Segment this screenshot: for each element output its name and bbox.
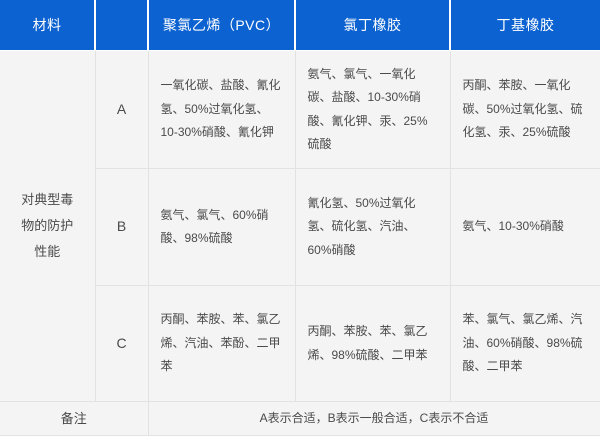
table-row: B 氨气、氯气、60%硝酸、98%硫酸 氰化氢、50%过氧化氢、硫化氢、汽油、6… [0, 168, 600, 286]
header-column-pvc: 聚氯乙烯（PVC） [148, 0, 296, 51]
cell-a-chloroprene-rubber: 氨气、氯气、一氧化碳、盐酸、10-30%硝酸、氰化钾、汞、25%硫酸 [295, 50, 451, 169]
cell-c-pvc: 丙酮、苯胺、苯、氯乙烯、汽油、苯酚、二甲苯 [148, 285, 296, 402]
cell-a-pvc: 一氧化碳、盐酸、氰化氢、50%过氧化氢、10-30%硝酸、氰化钾 [148, 50, 296, 169]
footer-label: 备注 [0, 400, 149, 436]
table-row: 对典型毒物的防护性能 A 一氧化碳、盐酸、氰化氢、50%过氧化氢、10-30%硝… [0, 50, 600, 402]
cell-b-butyl-rubber: 氨气、10-30%硝酸 [450, 168, 600, 286]
grade-cell-c: C [95, 285, 149, 402]
table-body: 对典型毒物的防护性能 A 一氧化碳、盐酸、氰化氢、50%过氧化氢、10-30%硝… [0, 50, 600, 436]
grade-cell-a: A [95, 50, 149, 169]
header-column-butyl-rubber: 丁基橡胶 [450, 0, 600, 51]
footer-value: A表示合适，B表示一般合适，C表示不合适 [148, 400, 600, 436]
cell-c-butyl-rubber: 苯、氯气、氯乙烯、汽油、60%硝酸、98%硫酸、二甲苯 [450, 285, 600, 402]
table-footer-row: 备注 A表示合适，B表示一般合适，C表示不合适 [0, 400, 600, 436]
cell-c-chloroprene-rubber: 丙酮、苯胺、苯、氯乙烯、98%硫酸、二甲苯 [295, 285, 451, 402]
grade-cell-b: B [95, 168, 149, 286]
cell-b-chloroprene-rubber: 氰化氢、50%过氧化氢、硫化氢、汽油、60%硝酸 [295, 168, 451, 286]
header-column-chloroprene-rubber: 氯丁橡胶 [295, 0, 451, 51]
header-row: 材料 聚氯乙烯（PVC） 氯丁橡胶 丁基橡胶 [0, 0, 600, 51]
header-material: 材料 [0, 0, 96, 51]
table-header: 材料 聚氯乙烯（PVC） 氯丁橡胶 丁基橡胶 [0, 0, 600, 51]
cell-b-pvc: 氨气、氯气、60%硝酸、98%硫酸 [148, 168, 296, 286]
table-row: C 丙酮、苯胺、苯、氯乙烯、汽油、苯酚、二甲苯 丙酮、苯胺、苯、氯乙烯、98%硫… [0, 285, 600, 402]
row-group-label: 对典型毒物的防护性能 [0, 50, 96, 402]
header-grade [95, 0, 149, 51]
cell-a-butyl-rubber: 丙酮、苯胺、一氧化碳、50%过氧化氢、硫化氢、汞、25%硫酸 [450, 50, 600, 169]
